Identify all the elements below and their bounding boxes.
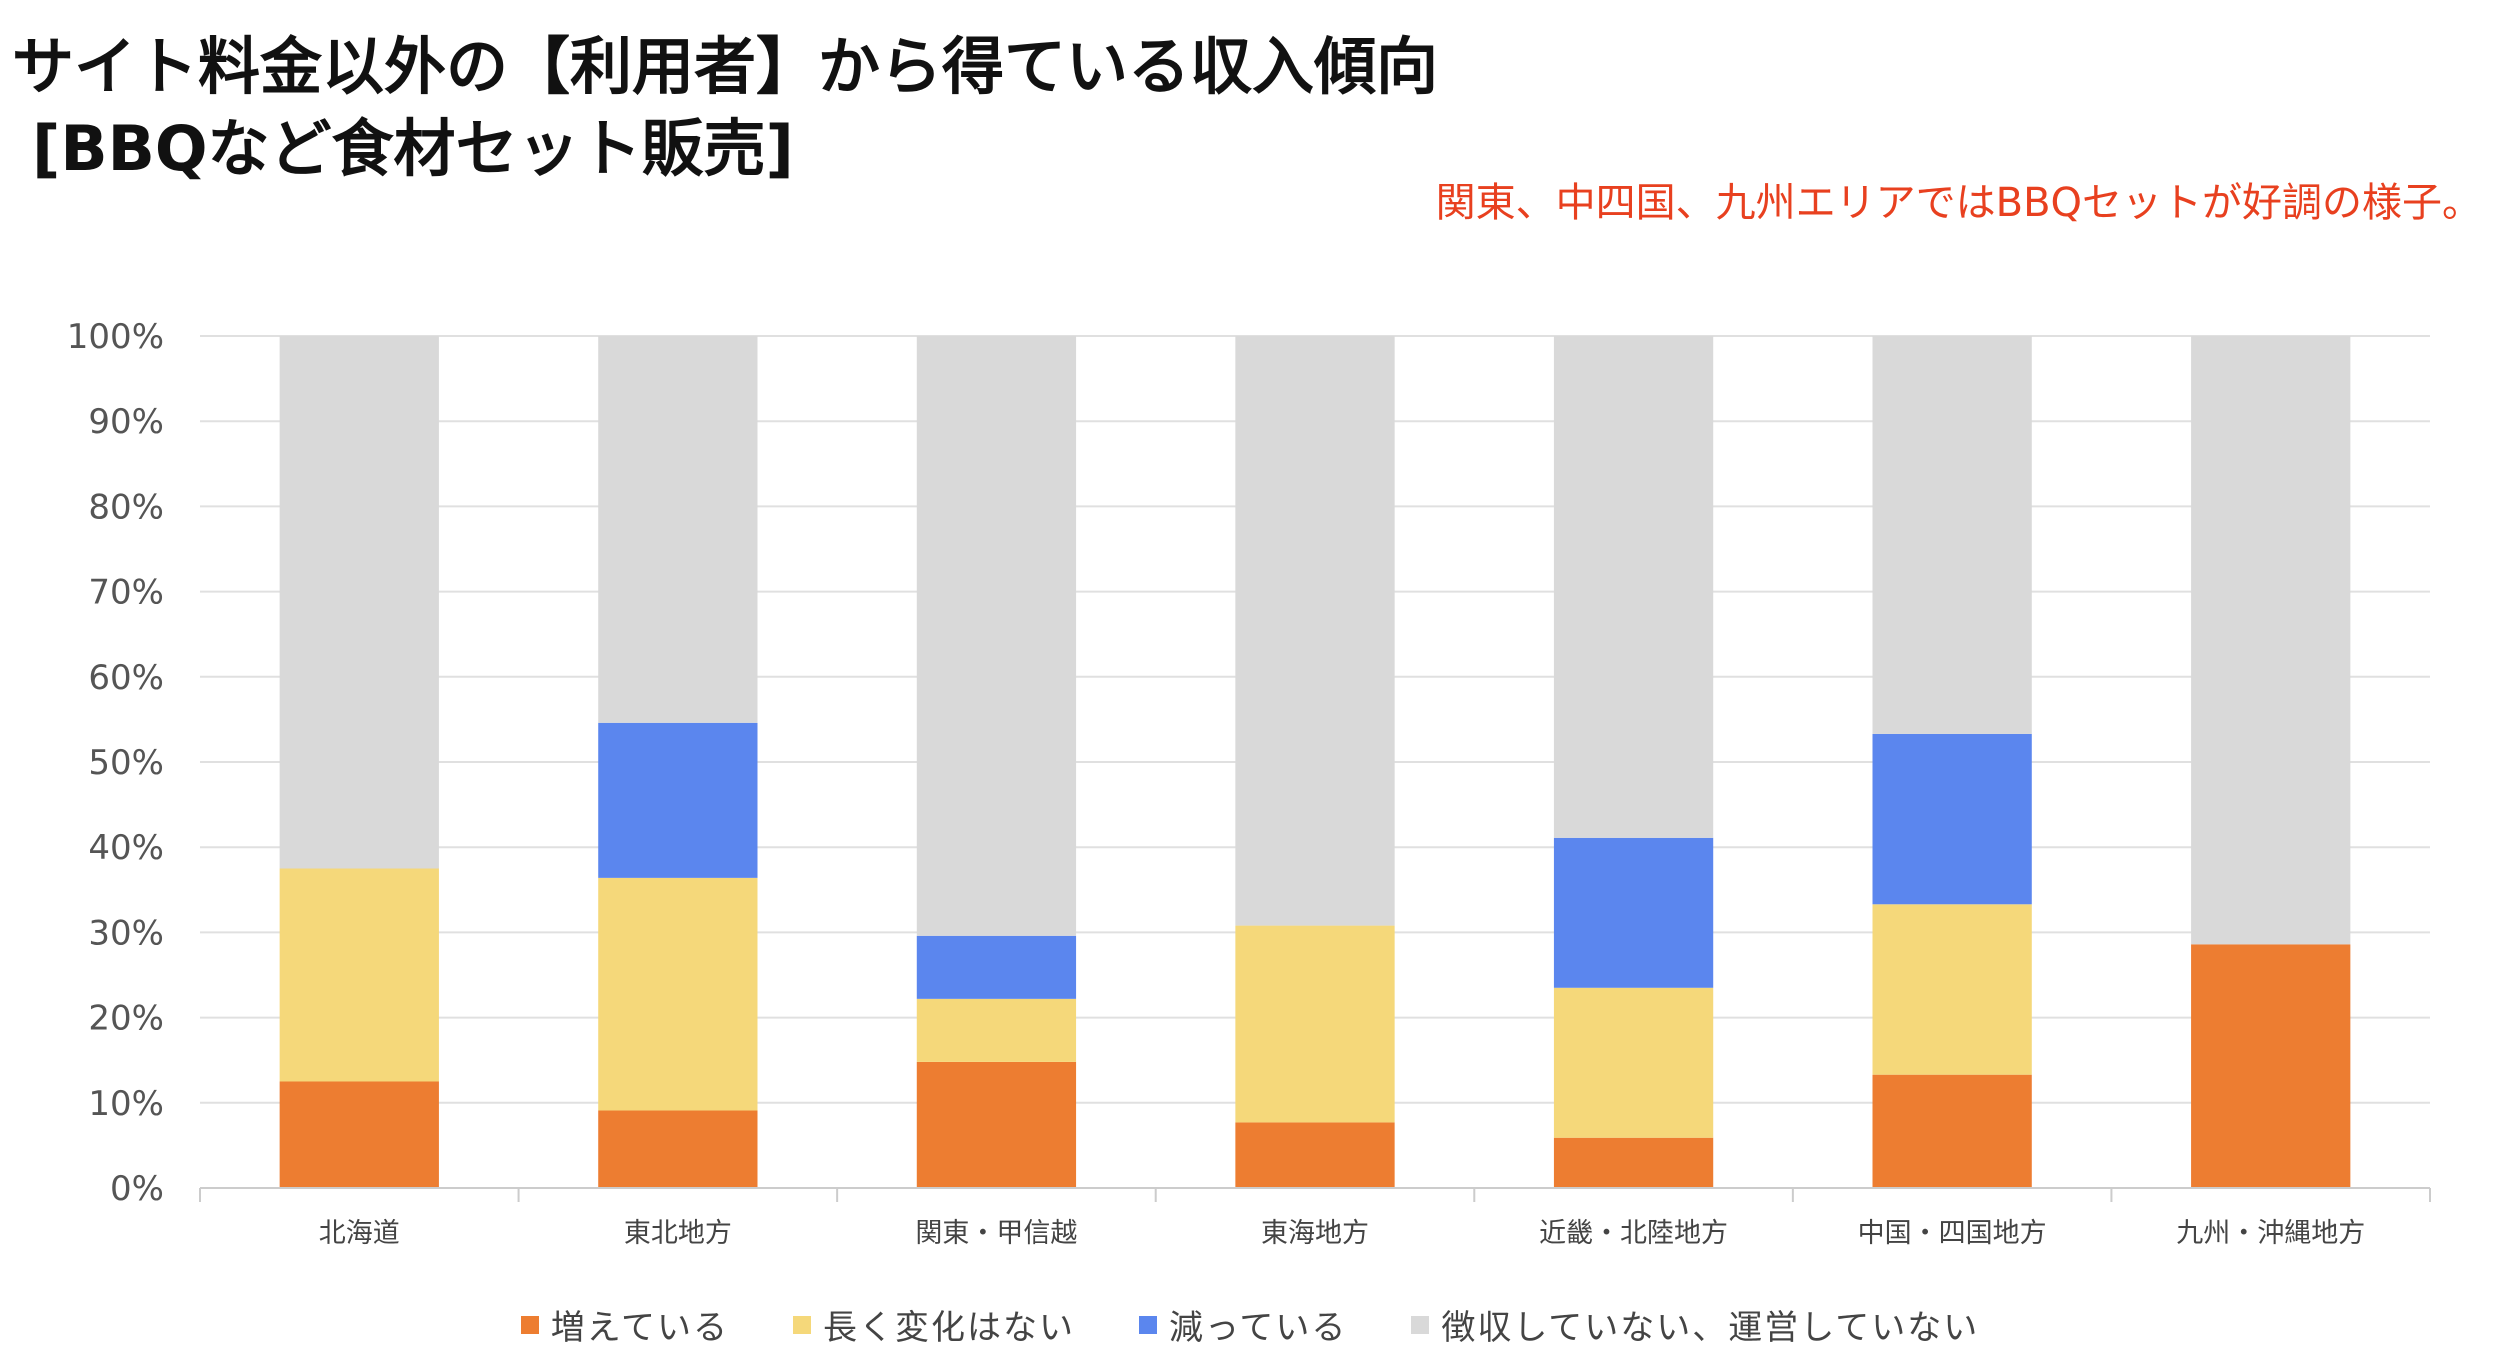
chart-title: サイト料金以外の【利用者】から得ている収入傾向 [12, 30, 1439, 103]
legend-label: 増えている [550, 1308, 730, 1348]
y-tick-label: 100% [67, 317, 164, 357]
chart-subtitle: [BBQなど食材セット販売] [32, 112, 794, 185]
bar-segment-decrease [1872, 733, 2032, 905]
bar-segment-increase [1553, 1137, 1714, 1188]
x-tick-label: 東北地方 [624, 1218, 732, 1249]
bar-segment-none [1553, 336, 1714, 838]
x-tick-label: 中国・四国地方 [1858, 1218, 2047, 1249]
bar-segment-unchanged [279, 868, 439, 1082]
legend-item: 長く変化はない [793, 1300, 1075, 1349]
y-tick-label: 90% [88, 402, 164, 442]
legend-swatch [520, 1315, 539, 1334]
y-tick-label: 10% [88, 1084, 164, 1124]
bar-segment-unchanged [1235, 925, 1395, 1123]
y-tick-label: 60% [88, 658, 164, 698]
x-tick-label: 九州・沖縄地方 [2176, 1218, 2365, 1249]
axes: 0% 10% 20% 30% 40% 50% 60% 70% 80% 90% 100% 北海道 東北地方… [67, 317, 2431, 1249]
bar-segment-increase [2191, 944, 2351, 1188]
bar-segment-unchanged [916, 998, 1077, 1062]
y-tick-label: 0% [110, 1169, 164, 1209]
bar-segment-increase [1872, 1074, 2032, 1188]
x-tick-label: 近畿・北陸地方 [1539, 1218, 1728, 1249]
legend-swatch [793, 1315, 812, 1334]
legend-swatch [1139, 1315, 1158, 1334]
bar-segment-increase [916, 1061, 1077, 1188]
legend-item: 徴収していない、運営していない [1411, 1300, 1979, 1349]
y-tick-label: 20% [88, 999, 164, 1039]
legend-label: 徴収していない、運営していない [1441, 1308, 1980, 1348]
y-tick-label: 50% [88, 743, 164, 783]
bar-segment-none [1872, 336, 2032, 734]
x-tick-label: 北海道 [319, 1218, 400, 1249]
bar-segment-none [916, 336, 1077, 936]
bar-segment-none [2191, 336, 2351, 945]
bar-segment-decrease [916, 935, 1077, 999]
legend-item: 増えている [520, 1300, 730, 1349]
legend-label: 長く変化はない [823, 1308, 1076, 1348]
x-tick-label: 関東・甲信越 [915, 1218, 1077, 1249]
bar-segment-unchanged [598, 877, 758, 1111]
y-tick-label: 40% [88, 828, 164, 868]
bar-segment-decrease [598, 722, 758, 878]
bar-segment-unchanged [1553, 987, 1714, 1138]
legend-item: 減っている [1139, 1300, 1347, 1349]
legend-label: 減っている [1169, 1308, 1348, 1348]
bar-segment-increase [1235, 1122, 1395, 1188]
bar-segment-none [1235, 336, 1395, 926]
bar-segment-decrease [1553, 837, 1714, 988]
bars [279, 336, 2351, 1188]
y-tick-label: 80% [88, 487, 164, 527]
legend-swatch [1411, 1315, 1430, 1334]
bar-segment-increase [279, 1081, 439, 1188]
bar-segment-unchanged [1872, 904, 2032, 1075]
y-tick-label: 30% [88, 913, 164, 953]
bar-segment-none [279, 336, 439, 869]
x-tick-label: 東海地方 [1261, 1218, 1369, 1249]
bar-segment-increase [598, 1110, 758, 1188]
bar-segment-none [598, 336, 758, 723]
chart-annotation: 関東、中四国、九州エリアではBBQセットが好調の様子。 [1435, 180, 2482, 226]
y-tick-label: 70% [88, 573, 164, 613]
legend: 増えている 長く変化はない 減っている 徴収していない、運営していない [0, 1300, 2500, 1349]
